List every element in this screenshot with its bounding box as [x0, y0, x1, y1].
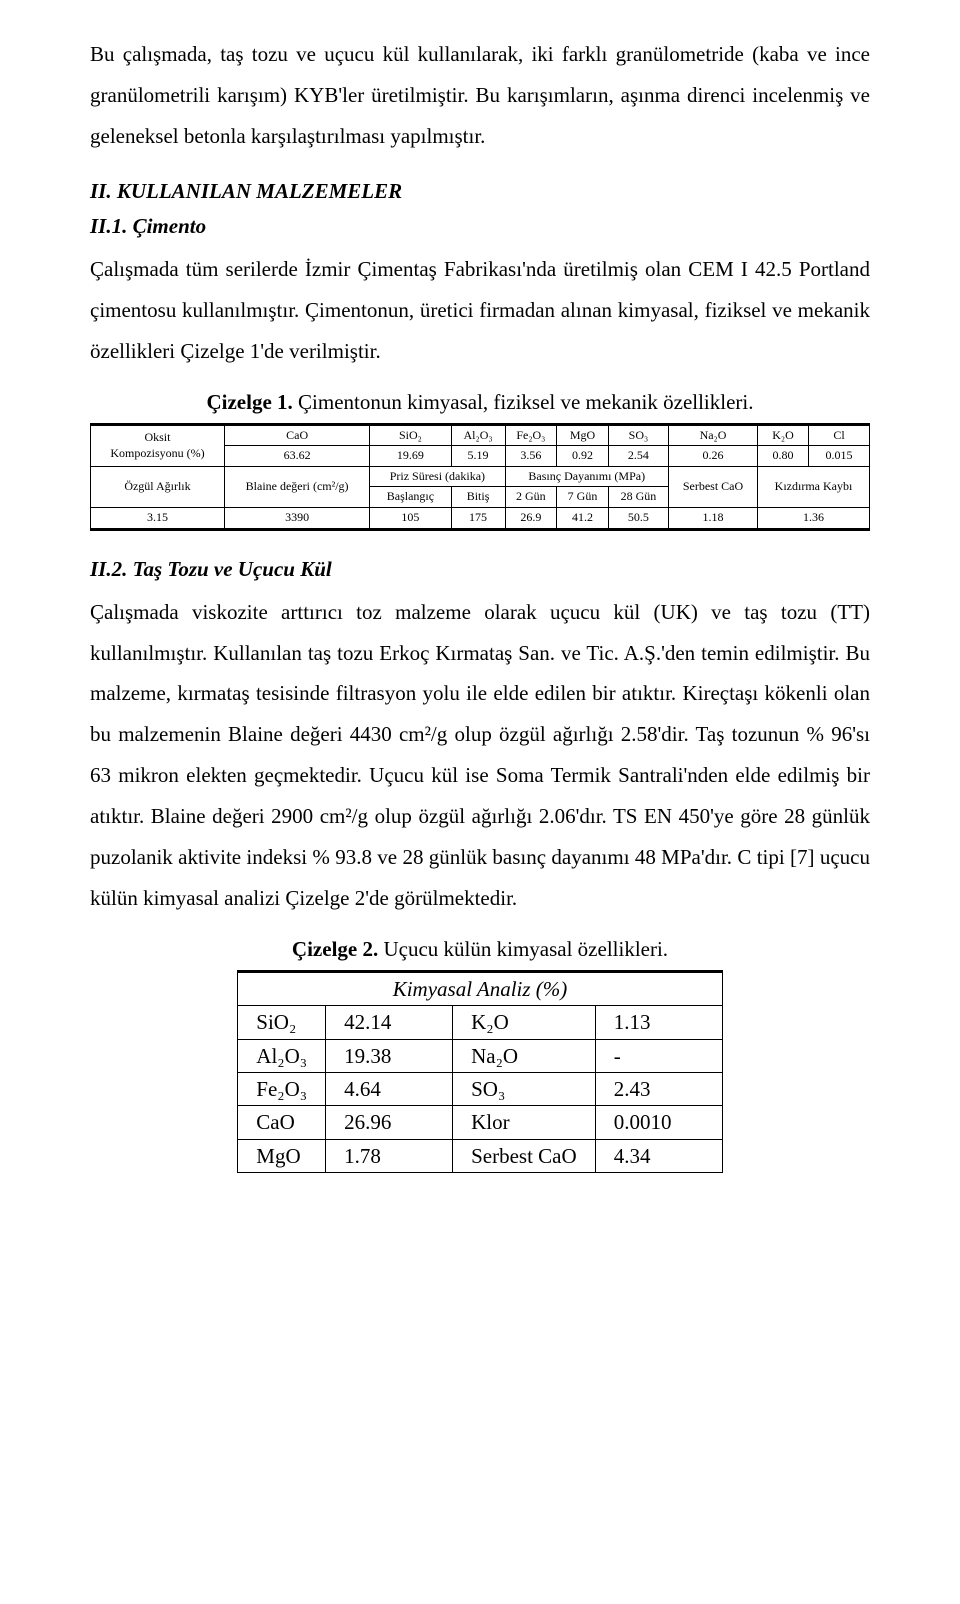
section-2-1-title: II.1. Çimento [90, 214, 870, 239]
oxide-name: SiO₂ [370, 424, 451, 446]
kizdirma-label: Kızdırma Kaybı [758, 466, 870, 507]
chem-cell: K₂O [453, 1006, 596, 1039]
chem-cell: 4.64 [326, 1073, 453, 1106]
section-2-title: II. KULLANILAN MALZEMELER [90, 179, 870, 204]
chem-cell: Al₂O₃ [238, 1039, 326, 1072]
table-1-caption-text: Çimentonun kimyasal, fiziksel ve mekanik… [293, 390, 754, 414]
blaine-label: Blaine değeri (cm²/g) [224, 466, 369, 507]
oxide-value: 0.80 [758, 446, 809, 467]
cement-value: 1.36 [758, 508, 870, 530]
oxide-name: MgO [557, 424, 609, 446]
cement-value: 3390 [224, 508, 369, 530]
oxide-value: 19.69 [370, 446, 451, 467]
cement-value: 41.2 [557, 508, 609, 530]
table-1-caption-bold: Çizelge 1. [206, 390, 292, 414]
section-2-2-title: II.2. Taş Tozu ve Uçucu Kül [90, 557, 870, 582]
chem-cell: 1.78 [326, 1139, 453, 1172]
oxide-name: Fe₂O₃ [505, 424, 557, 446]
oxide-name: SO₃ [608, 424, 668, 446]
cement-paragraph: Çalışmada tüm serilerde İzmir Çimentaş F… [90, 249, 870, 372]
serbest-cao-label: Serbest CaO [668, 466, 757, 507]
oxide-value: 2.54 [608, 446, 668, 467]
cement-value: 105 [370, 508, 451, 530]
chem-cell: Klor [453, 1106, 596, 1139]
chem-cell: MgO [238, 1139, 326, 1172]
chem-cell: Fe₂O₃ [238, 1073, 326, 1106]
chem-cell: 4.34 [595, 1139, 722, 1172]
cement-value: 175 [451, 508, 505, 530]
chem-cell: 42.14 [326, 1006, 453, 1039]
chem-cell: 0.0010 [595, 1106, 722, 1139]
oxide-value: 0.26 [668, 446, 757, 467]
cement-value: 1.18 [668, 508, 757, 530]
oxide-name: Al₂O₃ [451, 424, 505, 446]
oxide-row-label: Oksit Kompozisyonu (%) [91, 424, 225, 466]
gun-2-label: 2 Gün [505, 487, 557, 508]
oxide-value: 3.56 [505, 446, 557, 467]
oxide-value: 0.92 [557, 446, 609, 467]
specific-gravity-label: Özgül Ağırlık [91, 466, 225, 507]
table-1-caption: Çizelge 1. Çimentonun kimyasal, fiziksel… [90, 390, 870, 415]
chem-cell: Na₂O [453, 1039, 596, 1072]
dust-flyash-paragraph: Çalışmada viskozite arttırıcı toz malzem… [90, 592, 870, 920]
bitis-label: Bitiş [451, 487, 505, 508]
chem-cell: SiO₂ [238, 1006, 326, 1039]
oxide-value: 5.19 [451, 446, 505, 467]
basinc-label: Basınç Dayanımı (MPa) [505, 466, 668, 487]
chem-cell: - [595, 1039, 722, 1072]
oxide-name: Na₂O [668, 424, 757, 446]
baslangic-label: Başlangıç [370, 487, 451, 508]
chem-cell: CaO [238, 1106, 326, 1139]
oxide-name: CaO [224, 424, 369, 446]
cement-value: 26.9 [505, 508, 557, 530]
table-2-caption: Çizelge 2. Uçucu külün kimyasal özellikl… [90, 937, 870, 962]
chem-cell: 19.38 [326, 1039, 453, 1072]
chem-cell: SO₃ [453, 1073, 596, 1106]
gun-7-label: 7 Gün [557, 487, 609, 508]
cement-value: 3.15 [91, 508, 225, 530]
flyash-chem-table: Kimyasal Analiz (%) SiO₂ 42.14 K₂O 1.13 … [237, 970, 722, 1173]
intro-paragraph: Bu çalışmada, taş tozu ve uçucu kül kull… [90, 34, 870, 157]
chem-cell: 2.43 [595, 1073, 722, 1106]
oxide-value: 63.62 [224, 446, 369, 467]
chem-cell: 26.96 [326, 1106, 453, 1139]
oxide-name: K₂O [758, 424, 809, 446]
oxide-value: 0.015 [809, 446, 870, 467]
priz-label: Priz Süresi (dakika) [370, 466, 505, 487]
chem-table-header: Kimyasal Analiz (%) [238, 972, 722, 1006]
chem-cell: Serbest CaO [453, 1139, 596, 1172]
gun-28-label: 28 Gün [608, 487, 668, 508]
oxide-name: Cl [809, 424, 870, 446]
cement-properties-table: Oksit Kompozisyonu (%) CaO SiO₂ Al₂O₃ Fe… [90, 423, 870, 531]
table-2-caption-bold: Çizelge 2. [292, 937, 378, 961]
cement-value: 50.5 [608, 508, 668, 530]
chem-cell: 1.13 [595, 1006, 722, 1039]
table-2-caption-text: Uçucu külün kimyasal özellikleri. [378, 937, 668, 961]
